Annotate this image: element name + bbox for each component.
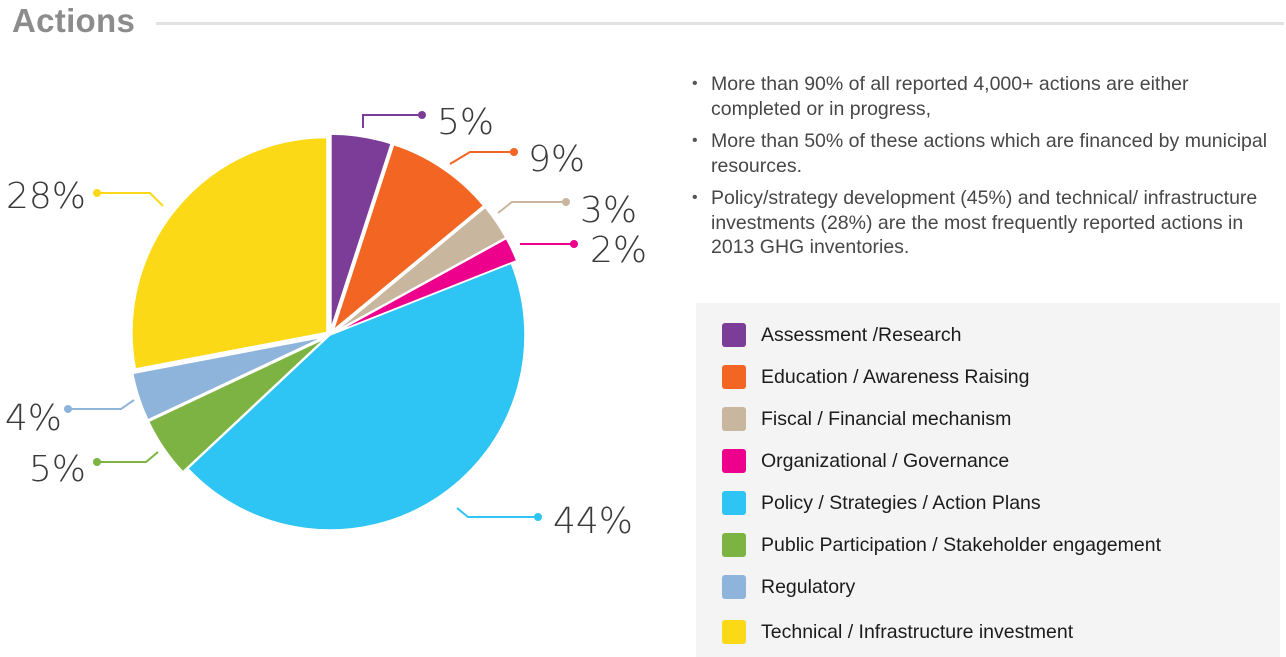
title-divider bbox=[156, 22, 1284, 25]
pie-slice bbox=[186, 262, 526, 531]
legend-swatch bbox=[722, 449, 746, 473]
legend-swatch bbox=[722, 365, 746, 389]
data-label: 3% bbox=[580, 190, 637, 231]
legend-label: Regulatory bbox=[761, 575, 856, 598]
leader-dot bbox=[510, 148, 518, 156]
legend-label: Public Participation / Stakeholder engag… bbox=[761, 533, 1161, 556]
bullet-item: • Policy/strategy development (45%) and t… bbox=[692, 187, 1258, 258]
leader-dot bbox=[93, 189, 101, 197]
leader-line bbox=[449, 151, 514, 165]
legend-label: Organizational / Governance bbox=[761, 449, 1010, 472]
leader-line bbox=[362, 114, 422, 128]
data-label: 28% bbox=[6, 176, 86, 217]
legend-label: Fiscal / Financial mechanism bbox=[761, 407, 1012, 430]
leader-dot bbox=[418, 111, 426, 119]
legend-item: Education / Awareness Raising bbox=[722, 363, 1029, 391]
legend-label: Technical / Infrastructure investment bbox=[761, 620, 1074, 643]
legend-label: Education / Awareness Raising bbox=[761, 365, 1030, 388]
legend-swatch bbox=[722, 620, 746, 644]
summary-bullets: • More than 90% of all reported 4,000+ ac… bbox=[692, 72, 1272, 268]
legend-item: Organizational / Governance bbox=[722, 447, 1009, 475]
legend-item: Assessment /Research bbox=[722, 321, 962, 349]
pie-slice bbox=[147, 337, 326, 473]
bullet-item: • More than 90% of all reported 4,000+ ac… bbox=[692, 73, 1189, 120]
pie-slice bbox=[330, 133, 393, 330]
data-label: 44% bbox=[553, 501, 633, 542]
legend-item: Policy / Strategies / Action Plans bbox=[722, 489, 1041, 517]
leader-dot bbox=[93, 458, 101, 466]
bullet-item: • More than 50% of these actions which ar… bbox=[692, 130, 1268, 177]
pie-slice bbox=[331, 143, 485, 333]
pie-slice bbox=[335, 237, 518, 334]
leader-dot bbox=[562, 198, 570, 206]
pie-slice bbox=[334, 206, 507, 333]
bullet-text: More than 50% of these actions which are… bbox=[711, 130, 1268, 177]
legend-swatch bbox=[722, 533, 746, 557]
data-label: 5% bbox=[437, 102, 494, 143]
data-label: 5% bbox=[29, 449, 86, 490]
legend-item: Fiscal / Financial mechanism bbox=[722, 405, 1011, 433]
leader-dot bbox=[64, 405, 72, 413]
legend-item: Technical / Infrastructure investment bbox=[722, 618, 1073, 646]
legend-label: Policy / Strategies / Action Plans bbox=[761, 491, 1041, 514]
leader-line bbox=[97, 451, 159, 463]
leader-line bbox=[497, 201, 566, 214]
legend-swatch bbox=[722, 407, 746, 431]
chart-legend: Assessment /Research Education / Awarene… bbox=[696, 303, 1280, 657]
leader-line bbox=[456, 507, 538, 518]
leader-line bbox=[97, 192, 164, 207]
pie-slice bbox=[131, 336, 325, 421]
page-title: Actions bbox=[12, 2, 136, 39]
bullet-text: Policy/strategy development (45%) and te… bbox=[711, 187, 1258, 258]
leader-dot bbox=[534, 513, 542, 521]
legend-label: Assessment /Research bbox=[761, 323, 962, 346]
legend-swatch bbox=[722, 575, 746, 599]
bullet-text: More than 90% of all reported 4,000+ act… bbox=[711, 73, 1189, 120]
leader-dot bbox=[570, 240, 578, 248]
pie-chart: 5% 9% 3%2% 44% 5% 4% 28% bbox=[5, 102, 647, 542]
legend-item: Public Participation / Stakeholder engag… bbox=[722, 531, 1161, 559]
data-label: 4% bbox=[5, 398, 62, 439]
legend-item: Regulatory bbox=[722, 573, 855, 601]
leader-line bbox=[68, 399, 135, 410]
legend-swatch bbox=[722, 323, 746, 347]
data-label: 2% bbox=[590, 230, 647, 271]
legend-swatch bbox=[722, 491, 746, 515]
data-label: 9% bbox=[528, 139, 585, 180]
pie-slice bbox=[131, 136, 328, 370]
